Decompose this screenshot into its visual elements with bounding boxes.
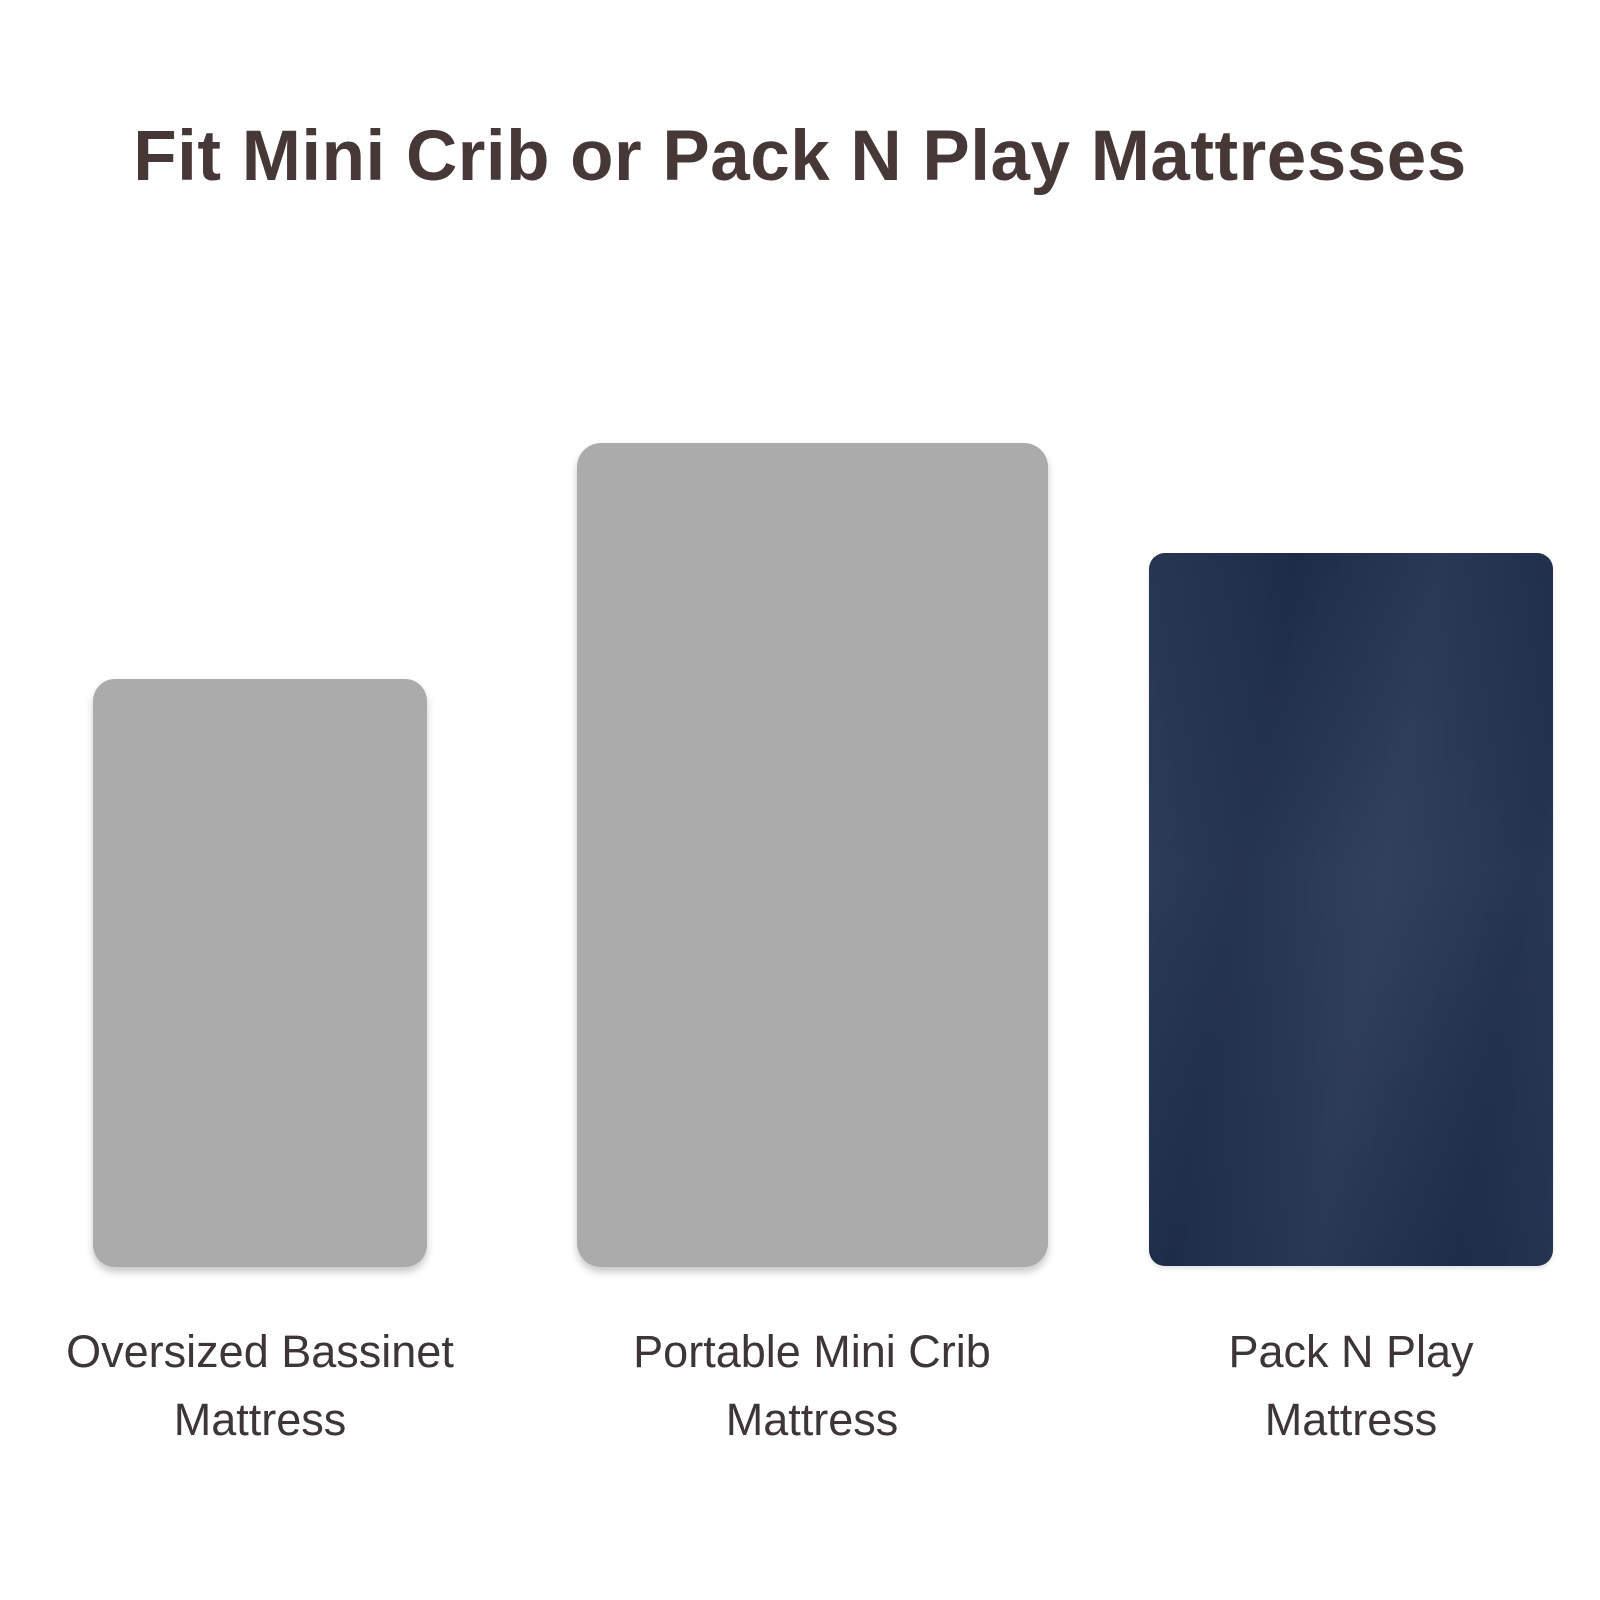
label-line-1: Oversized Bassinet [66, 1326, 454, 1377]
label-line-1: Pack N Play [1228, 1326, 1474, 1377]
label-line-1: Portable Mini Crib [633, 1326, 991, 1377]
mattress-swatch-portable-mini-crib [577, 443, 1048, 1267]
label-line-2: Mattress [1264, 1394, 1438, 1445]
mattress-swatch-pack-n-play [1149, 553, 1553, 1266]
mattress-swatch-oversized-bassinet [93, 679, 427, 1267]
label-line-2: Mattress [725, 1394, 899, 1445]
mattress-label-portable-mini-crib: Portable Mini Crib Mattress [532, 1318, 1092, 1454]
mattress-label-pack-n-play: Pack N Play Mattress [1071, 1318, 1600, 1454]
label-line-2: Mattress [173, 1394, 347, 1445]
page-title: Fit Mini Crib or Pack N Play Mattresses [133, 117, 1467, 196]
mattress-label-oversized-bassinet: Oversized Bassinet Mattress [0, 1318, 540, 1454]
